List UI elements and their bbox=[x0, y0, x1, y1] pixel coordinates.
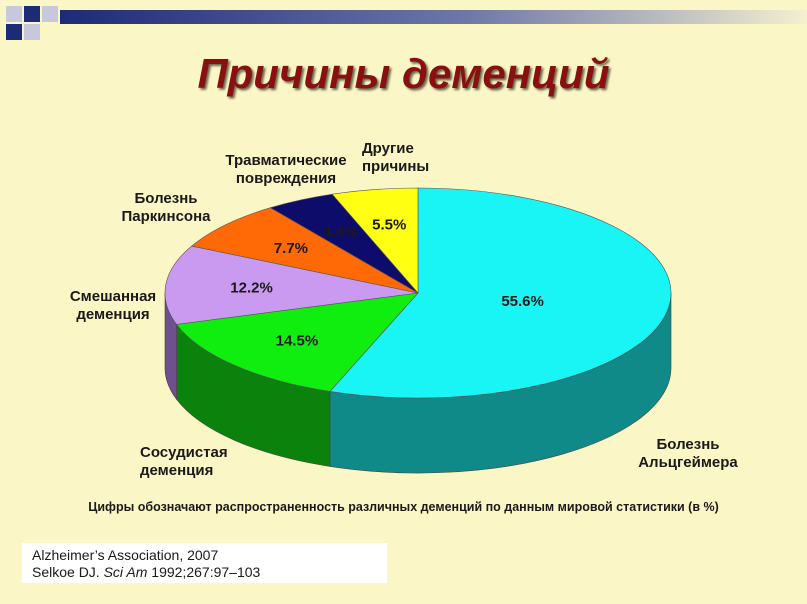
reference-2-journal: Sci Am bbox=[103, 564, 148, 580]
value-label-другие-причины: 5.5% bbox=[372, 217, 406, 234]
reference-1: Alzheimer’s Association, 2007 bbox=[32, 547, 219, 563]
reference-2-author: Selkoe DJ. bbox=[32, 564, 104, 580]
reference-2-details: 1992;267:97–103 bbox=[147, 564, 261, 580]
value-label-болезнь-альцгеймера: 55.6% bbox=[501, 293, 544, 310]
reference-2: Selkoe DJ. Sci Am 1992;267:97–103 bbox=[32, 564, 377, 581]
slice-label-alzheimer: Болезнь Альцгеймера bbox=[638, 436, 738, 471]
pie-slice-болезнь-альцгеймера bbox=[329, 187, 672, 399]
value-label-болезнь-паркинсона: 7.7% bbox=[274, 240, 308, 257]
slice-label-mixed: Смешанная деменция bbox=[69, 288, 157, 323]
slice-label-vascular: Сосудистая деменция bbox=[140, 444, 228, 479]
deco-square bbox=[42, 6, 58, 22]
slide-title: Причины деменций bbox=[197, 50, 610, 97]
header-band bbox=[60, 10, 807, 24]
value-label-смешанная-деменция: 12.2% bbox=[230, 279, 273, 296]
deco-square bbox=[24, 24, 40, 40]
slice-label-parkinson: Болезнь Паркинсона bbox=[121, 190, 211, 225]
value-label-сосудистая-деменция: 14.5% bbox=[276, 333, 319, 350]
deco-square bbox=[6, 24, 22, 40]
slice-label-trauma: Травматические повреждения bbox=[225, 152, 347, 187]
references-box: Alzheimer’s Association, 2007 Selkoe DJ.… bbox=[22, 543, 387, 583]
slice-label-other: Другие причины bbox=[362, 140, 430, 175]
value-label-травматические-повреждения: 4.4% bbox=[323, 224, 357, 241]
header-decoration bbox=[6, 6, 807, 40]
pie-slice-смешанная-деменция bbox=[164, 245, 419, 325]
deco-square bbox=[24, 6, 40, 22]
pie-slice-болезнь-паркинсона bbox=[191, 207, 419, 294]
deco-square bbox=[6, 6, 22, 22]
chart-caption: Цифры обозначают распространенность разл… bbox=[88, 500, 719, 514]
pie-slice-другие-причины bbox=[331, 187, 419, 294]
pie-slice-сосудистая-деменция bbox=[176, 292, 419, 392]
